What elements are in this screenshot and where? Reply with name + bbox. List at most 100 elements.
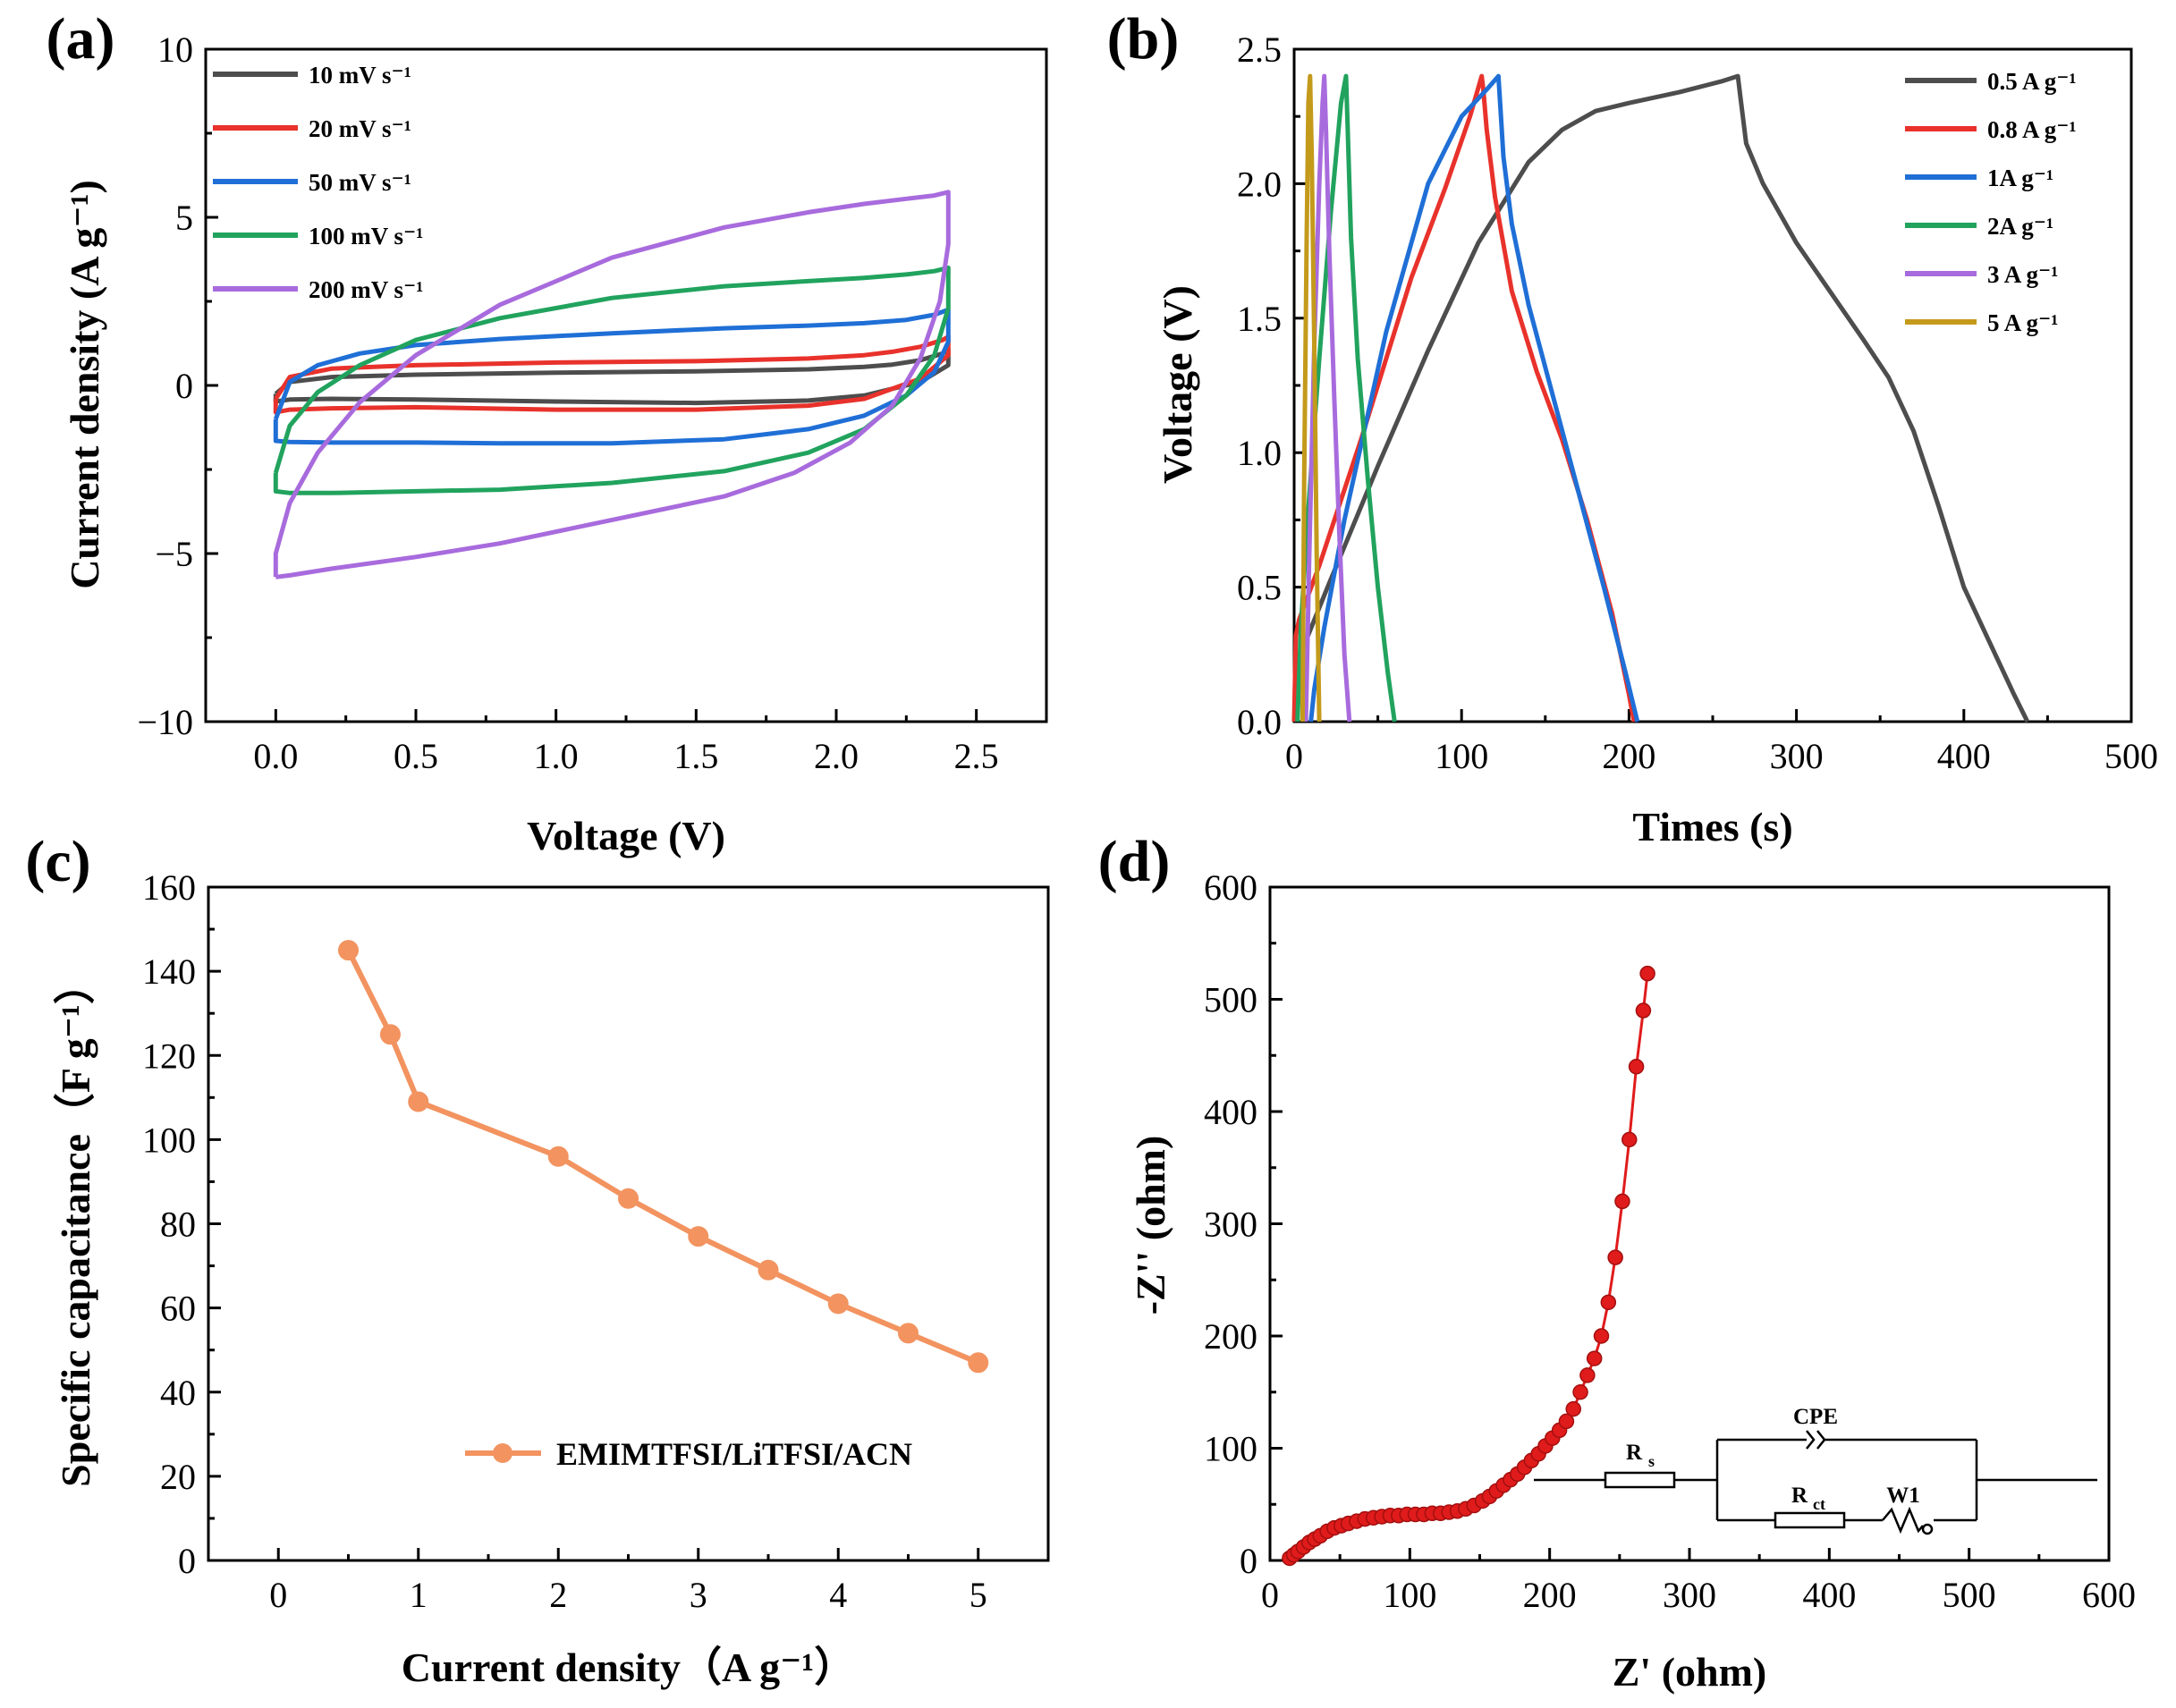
capacitance-point	[338, 940, 359, 961]
y-tick-label: 20	[160, 1457, 196, 1497]
y-tick-label: −10	[137, 702, 193, 742]
x-tick-label: 100	[1383, 1575, 1436, 1615]
x-tick-label: 100	[1435, 736, 1488, 776]
x-tick-label: 2	[549, 1575, 567, 1615]
x-tick-label: 400	[1937, 736, 1991, 776]
y-tick-label: 10	[157, 30, 193, 70]
capacitance-point	[758, 1259, 779, 1281]
y-tick-label: 100	[142, 1120, 196, 1160]
y-tick-label: −5	[155, 534, 193, 574]
panel-letter: (d)	[1098, 829, 1171, 894]
panel-letter: (c)	[25, 829, 90, 894]
capacitance-line	[345, 949, 979, 1366]
legend-label: 50 mV s⁻¹	[309, 169, 411, 196]
y-tick-label: 120	[142, 1036, 196, 1076]
circuit-label-cpe: CPE	[1793, 1405, 1838, 1429]
cv-curve-3	[273, 307, 951, 446]
capacitance-point	[618, 1188, 639, 1209]
y-tick-label: 0	[178, 1541, 196, 1581]
circuit-label-ct: ct	[1813, 1495, 1825, 1513]
x-tick-label: 0.5	[394, 736, 438, 776]
circuit-label-r: R	[1791, 1484, 1808, 1508]
y-tick-label: 2.5	[1237, 30, 1282, 70]
nyquist-point	[1635, 1002, 1652, 1019]
x-tick-label: 1	[410, 1575, 428, 1615]
warburg-terminal	[1921, 1523, 1934, 1535]
panel-d: 0 100 200 300 400 500 600 0 100 200 300 400 500 600 R s…	[1098, 829, 2136, 1695]
nyquist-point	[1639, 965, 1655, 982]
x-axis-label: Z' (ohm)	[1613, 1649, 1767, 1695]
nyquist-point	[1565, 1400, 1581, 1417]
warburg-element	[1882, 1506, 1924, 1535]
y-tick-label: 0	[1240, 1541, 1257, 1581]
y-tick-label: 2.0	[1237, 164, 1282, 204]
x-tick-label: 200	[1602, 736, 1655, 776]
x-axis-label: Times (s)	[1632, 804, 1792, 850]
capacitance-point	[547, 1146, 569, 1167]
y-tick-label: 600	[1204, 867, 1257, 908]
x-axis-label: Current density（A g⁻¹）	[402, 1645, 855, 1690]
legend-label: 3 A g⁻¹	[1987, 261, 2058, 288]
nyquist-point	[1572, 1384, 1588, 1400]
y-tick-label: 0.0	[1237, 702, 1282, 742]
panel-letter: (a)	[47, 6, 115, 72]
y-tick-label: 1.5	[1237, 299, 1282, 339]
x-tick-label: 3	[690, 1575, 707, 1615]
y-tick-label: 0	[175, 366, 193, 406]
capacitance-point	[379, 1024, 401, 1045]
gcd-curve-6	[1300, 73, 1322, 723]
y-tick-label: 0.5	[1237, 568, 1282, 608]
x-tick-label: 2.0	[814, 736, 859, 776]
x-tick-label: 0	[1261, 1575, 1279, 1615]
capacitance-point	[408, 1091, 429, 1112]
y-tick-label: 160	[142, 867, 196, 908]
y-tick-label: 100	[1204, 1429, 1257, 1469]
panel-b: 0 100 200 300 400 500 0.0 0.5 1.0 1.5 2.0 2.5 0.5 A …	[1107, 6, 2158, 850]
gcd-curve-1	[1291, 73, 2030, 723]
nyquist-point	[1579, 1367, 1596, 1383]
y-tick-label: 40	[160, 1373, 196, 1413]
nyquist-point	[1593, 1328, 1610, 1344]
x-tick-label: 2.5	[954, 736, 999, 776]
y-axis-label: Voltage (V)	[1155, 285, 1200, 484]
y-tick-label: 300	[1204, 1205, 1257, 1245]
x-tick-label: 4	[829, 1575, 847, 1615]
nyquist-point	[1600, 1294, 1617, 1311]
nyquist-point	[1586, 1350, 1603, 1366]
nyquist-point	[1621, 1131, 1638, 1148]
x-tick-label: 500	[2104, 736, 2158, 776]
x-axis-label: Voltage (V)	[527, 813, 725, 858]
y-tick-label: 200	[1204, 1316, 1257, 1357]
x-tick-label: 500	[1943, 1575, 1996, 1615]
circuit-label-r: R	[1626, 1441, 1643, 1465]
legend-label: 1A g⁻¹	[1987, 165, 2053, 191]
capacitance-point	[898, 1323, 919, 1344]
circuit-label-w1: W1	[1886, 1484, 1920, 1508]
y-tick-label: 500	[1204, 980, 1257, 1020]
x-tick-label: 300	[1770, 736, 1824, 776]
capacitance-point	[968, 1352, 989, 1374]
cv-curve-5	[273, 190, 951, 579]
capacitance-point	[688, 1226, 709, 1247]
nyquist-point	[1614, 1193, 1630, 1210]
legend-label: 100 mV s⁻¹	[309, 223, 423, 249]
legend-label: 5 A g⁻¹	[1987, 309, 2058, 336]
circuit-label-s: s	[1648, 1452, 1655, 1470]
nyquist-point	[1558, 1413, 1575, 1430]
x-tick-label: 1.5	[673, 736, 718, 776]
legend-label: 10 mV s⁻¹	[309, 62, 411, 89]
x-tick-label: 600	[2082, 1575, 2136, 1615]
y-tick-label: 60	[160, 1289, 196, 1329]
legend-label: 2A g⁻¹	[1987, 213, 2053, 240]
panel-letter: (b)	[1107, 6, 1180, 72]
resistor-rct	[1774, 1511, 1846, 1529]
resistor-rs	[1604, 1471, 1676, 1489]
legend-label: 20 mV s⁻¹	[309, 115, 411, 142]
legend-marker	[493, 1443, 512, 1463]
y-tick-label: 5	[175, 198, 193, 238]
y-tick-label: 140	[142, 951, 196, 992]
x-tick-label: 400	[1802, 1575, 1856, 1615]
x-tick-label: 1.0	[534, 736, 579, 776]
y-axis-label: Specific capacitance（F g⁻¹）	[53, 963, 98, 1487]
